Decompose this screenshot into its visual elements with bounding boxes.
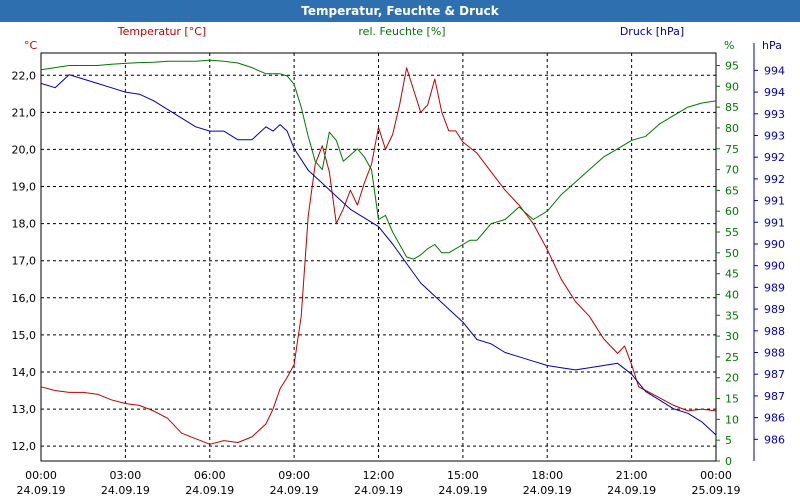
- pressure-tick: 990: [764, 238, 785, 251]
- x-tick-date: 24.09.19: [354, 484, 403, 497]
- pressure-tick: 993: [764, 108, 785, 121]
- x-tick-date: 25.09.19: [692, 484, 741, 497]
- humidity-tick: 15: [725, 393, 739, 406]
- x-tick-time: 03:00: [110, 469, 142, 482]
- humidity-tick: 60: [725, 205, 739, 218]
- pressure-tick: 989: [764, 281, 785, 294]
- humidity-tick: 0: [725, 455, 732, 468]
- pressure-tick: 994: [764, 64, 785, 77]
- humidity-tick: 75: [725, 143, 739, 156]
- humidity-tick: 20: [725, 372, 739, 385]
- axes: 00:00 24.09.19 03:00 24.09.19 06:00 24.09.19 0…: [12, 43, 785, 497]
- humidity-tick: 70: [725, 164, 739, 177]
- x-tick-time: 21:00: [616, 469, 648, 482]
- pressure-tick: 992: [764, 151, 785, 164]
- humidity-tick: 30: [725, 330, 739, 343]
- humidity-tick: 55: [725, 226, 739, 239]
- pressure-tick: 991: [764, 195, 785, 208]
- pressure-unit: hPa: [762, 39, 782, 52]
- pressure-tick: 992: [764, 173, 785, 186]
- pressure-tick: 989: [764, 303, 785, 316]
- x-tick-time: 00:00: [25, 469, 57, 482]
- x-tick-date: 24.09.19: [607, 484, 656, 497]
- humidity-tick: 85: [725, 101, 739, 114]
- temperature-tick: 19,0: [12, 181, 37, 194]
- humidity-axis-label: rel. Feuchte [%]: [358, 25, 445, 38]
- temperature-tick: 15,0: [12, 329, 37, 342]
- humidity-tick: 80: [725, 122, 739, 135]
- temperature-unit: °C: [24, 39, 38, 52]
- x-tick-time: 12:00: [363, 469, 395, 482]
- temperature-tick: 12,0: [12, 440, 37, 453]
- x-tick-date: 24.09.19: [270, 484, 319, 497]
- pressure-tick: 990: [764, 260, 785, 273]
- pressure-tick: 991: [764, 216, 785, 229]
- humidity-tick: 50: [725, 247, 739, 260]
- temperature-tick: 13,0: [12, 403, 37, 416]
- humidity-unit: %: [724, 39, 734, 52]
- temperature-tick: 18,0: [12, 218, 37, 231]
- humidity-tick: 40: [725, 288, 739, 301]
- temperature-tick: 20,0: [12, 143, 37, 156]
- x-tick-date: 24.09.19: [17, 484, 66, 497]
- pressure-tick: 986: [764, 412, 785, 425]
- axis-labels: °C% hPa Temperatur [°C] rel. Feuchte [%] Dru…: [24, 25, 782, 52]
- humidity-tick: 35: [725, 309, 739, 322]
- temperature-tick: 14,0: [12, 366, 37, 379]
- temperature-tick: 21,0: [12, 106, 37, 119]
- humidity-tick: 65: [725, 184, 739, 197]
- pressure-axis-label: Druck [hPa]: [620, 25, 684, 38]
- pressure-tick: 987: [764, 368, 785, 381]
- window-title: Temperatur, Feuchte & Druck: [0, 0, 800, 22]
- series-line-humidity: [40, 59, 717, 260]
- pressure-tick: 986: [764, 433, 785, 446]
- pressure-tick: 988: [764, 346, 785, 359]
- x-tick-date: 24.09.19: [438, 484, 487, 497]
- humidity-tick: 10: [725, 413, 739, 426]
- series-layer: [40, 59, 717, 445]
- temperature-tick: 17,0: [12, 255, 37, 268]
- humidity-tick: 5: [725, 434, 732, 447]
- x-tick-date: 24.09.19: [523, 484, 572, 497]
- x-tick-date: 24.09.19: [185, 484, 234, 497]
- temperature-tick: 16,0: [12, 292, 37, 305]
- humidity-tick: 90: [725, 80, 739, 93]
- grid: [41, 53, 716, 461]
- x-tick-date: 24.09.19: [101, 484, 150, 497]
- pressure-tick: 994: [764, 86, 785, 99]
- humidity-tick: 45: [725, 268, 739, 281]
- x-tick-time: 00:00: [700, 469, 732, 482]
- pressure-tick: 988: [764, 325, 785, 338]
- chart: 00:00 24.09.19 03:00 24.09.19 06:00 24.09.19 0…: [12, 25, 786, 497]
- series-line-temperature: [40, 67, 717, 445]
- x-tick-time: 09:00: [278, 469, 310, 482]
- humidity-tick: 25: [725, 351, 739, 364]
- series-line-pressure: [40, 74, 717, 436]
- temperature-axis-label: Temperatur [°C]: [117, 25, 206, 38]
- pressure-tick: 987: [764, 390, 785, 403]
- x-tick-time: 06:00: [194, 469, 226, 482]
- x-tick-time: 15:00: [447, 469, 479, 482]
- pressure-tick: 993: [764, 129, 785, 142]
- x-tick-time: 18:00: [531, 469, 563, 482]
- temperature-tick: 22,0: [12, 69, 37, 82]
- humidity-tick: 95: [725, 59, 739, 72]
